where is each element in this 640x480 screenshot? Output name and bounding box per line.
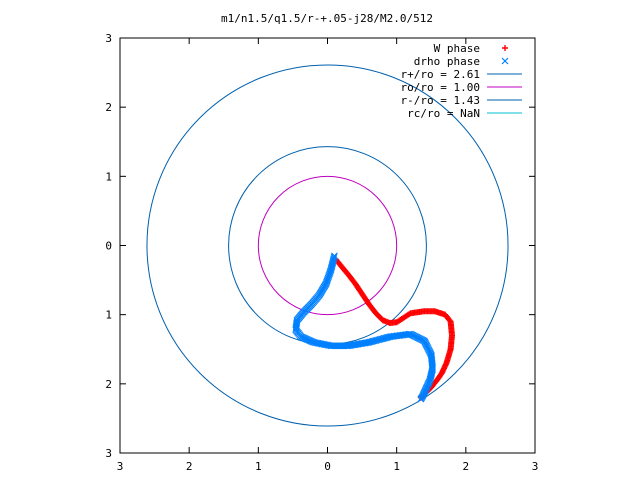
x-tick-label: 0 [324,460,331,473]
x-tick-label: 1 [255,460,262,473]
y-tick-label: 1 [105,309,112,322]
chart-title: m1/n1.5/q1.5/r-+.05-j28/M2.0/512 [221,12,433,25]
legend-label: drho phase [414,55,480,68]
x-tick-label: 2 [463,460,470,473]
legend-label: rc/ro = NaN [407,107,480,120]
legend-label: W phase [434,42,480,55]
y-tick-label: 0 [105,240,112,253]
legend-label: ro/ro = 1.00 [401,81,480,94]
x-tick-label: 3 [532,460,539,473]
y-tick-label: 2 [105,101,112,114]
y-tick-label: 2 [105,378,112,391]
circle-roro [257,175,398,316]
legend-label: r+/ro = 2.61 [401,68,480,81]
phase-points [292,252,455,403]
y-tick-label: 3 [105,447,112,460]
x-tick-label: 1 [393,460,400,473]
legend-label: r-/ro = 1.43 [401,94,480,107]
legend-marker [502,45,508,51]
x-tick-label: 3 [117,460,124,473]
y-tick-label: 1 [105,170,112,183]
circle-r+ro [146,64,509,427]
y-tick-label: 3 [105,32,112,45]
legend-marker [501,57,509,65]
x-tick-label: 2 [186,460,193,473]
drho-phase-point [417,395,425,403]
